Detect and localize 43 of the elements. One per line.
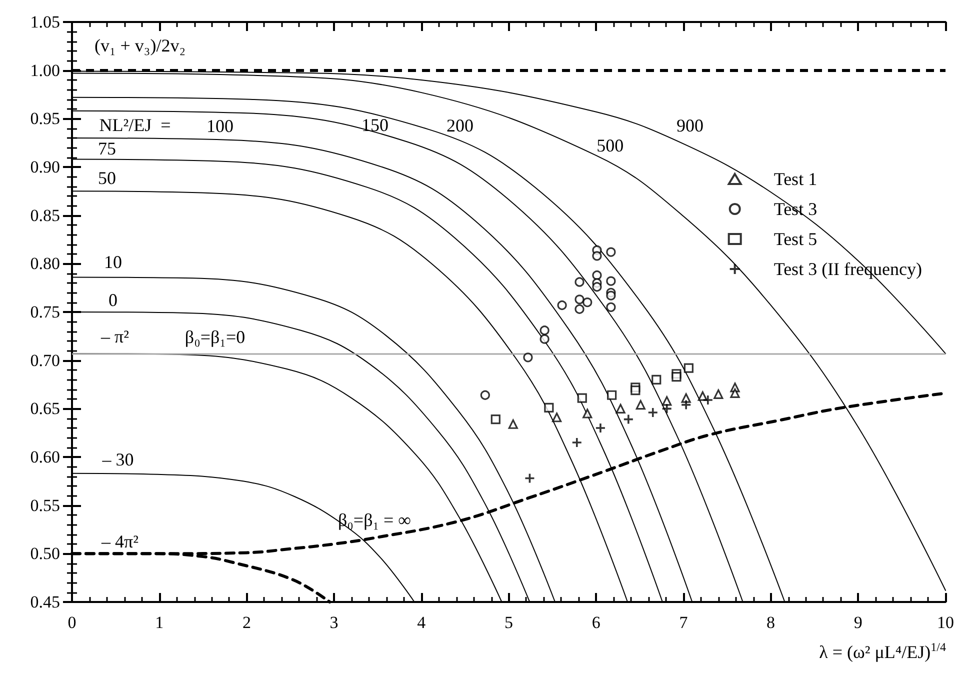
series-label: β₀=β₁ = ∞: [338, 510, 412, 530]
ref-line-label: (v₁ + v₃)/2v₂: [94, 35, 186, 56]
x-tick-label: 8: [766, 613, 776, 632]
x-tick-label: 4: [417, 613, 426, 632]
y-tick-label: 1.00: [30, 60, 60, 80]
x-tick-label: 6: [592, 613, 600, 632]
series-label: 200: [446, 115, 474, 136]
x-tick-label: 10: [937, 613, 954, 632]
y-tick-label: 0.85: [30, 206, 60, 225]
y-tick-label: 0.80: [30, 254, 60, 274]
series-label: 75: [98, 138, 116, 158]
y-tick-label: 0.90: [30, 158, 60, 176]
series-label: – π²: [100, 326, 129, 347]
series-label: 100: [206, 116, 234, 136]
y-tick-label: 0.75: [30, 302, 60, 322]
series-label: 500: [596, 135, 624, 156]
y-tick-label: 0.50: [30, 544, 60, 564]
legend-label: Test 1: [774, 169, 818, 189]
y-tick-label: 0.65: [30, 399, 60, 418]
series-label: 150: [362, 114, 388, 135]
y-tick-label: 0.95: [30, 109, 60, 128]
series-label: 0: [108, 290, 118, 310]
series-label: – 30: [101, 449, 134, 470]
x-tick-label: 2: [242, 613, 251, 632]
annotation: β₀=β₁=0: [184, 327, 246, 347]
series-label: 10: [104, 252, 122, 272]
y-tick-label: 0.55: [30, 496, 60, 515]
x-tick-label: 9: [854, 613, 862, 632]
x-axis-title: λ = (ω² μL⁴/EJ)$^{1/4}$: [819, 640, 946, 663]
y-tick-label: 0.60: [30, 448, 60, 466]
x-tick-label: 7: [679, 613, 688, 632]
y-tick-label: 1.05: [30, 12, 60, 32]
y-tick-label: 0.45: [30, 592, 60, 612]
legend-label: Test 5: [774, 229, 818, 249]
x-tick-label: 0: [68, 613, 76, 632]
annotation: NL²/EJ =: [99, 115, 171, 135]
x-tick-label: 1: [155, 613, 164, 632]
series-label: 50: [98, 168, 116, 188]
x-tick-label: 3: [330, 613, 338, 632]
series-label: – 4π²: [100, 532, 138, 552]
y-tick-label: 0.70: [30, 350, 60, 370]
x-tick-label: 5: [504, 613, 513, 632]
series-label: 900: [676, 115, 704, 136]
